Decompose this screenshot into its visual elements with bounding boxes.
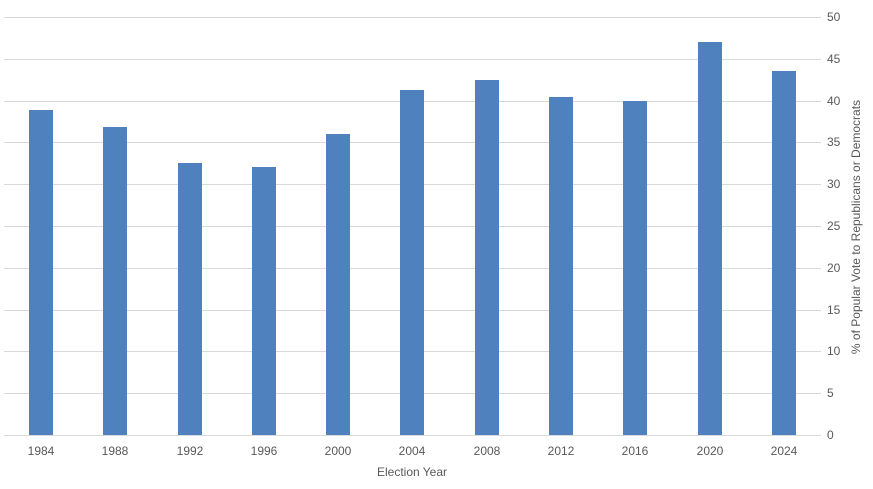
x-axis-tick-label: 1984 [27,444,55,458]
y-axis-tick-label: 10 [827,344,841,358]
bar-2020 [698,42,722,435]
y-axis-tick-label: 25 [827,219,841,233]
x-axis-tick-label: 2008 [473,444,501,458]
y-axis-tick-label: 45 [827,52,841,66]
x-axis-tick-label: 1992 [176,444,204,458]
y-axis-tick-label: 35 [827,135,841,149]
x-axis-title: Election Year [376,465,448,479]
bar-2004 [400,90,424,435]
bar-2012 [549,97,573,435]
x-axis-tick-label: 2016 [621,444,649,458]
y-axis-tick-label: 30 [827,177,841,191]
y-axis-tick-label: 5 [827,386,834,400]
y-axis-tick-label: 0 [827,428,834,442]
y-axis-tick-label: 20 [827,261,841,275]
gridline [4,59,821,60]
x-axis-tick-label: 1996 [250,444,278,458]
x-axis-tick-label: 2012 [547,444,575,458]
y-axis-tick-label: 50 [827,10,841,24]
bar-2008 [475,80,499,435]
gridline [4,435,821,436]
x-axis-tick-label: 2020 [696,444,724,458]
x-axis-tick-label: 1988 [101,444,129,458]
x-axis-tick-label: 2024 [770,444,798,458]
bar-1996 [252,167,276,435]
y-axis-tick-label: 15 [827,303,841,317]
bar-2016 [623,101,647,435]
x-axis-tick-label: 2000 [324,444,352,458]
bar-1988 [103,127,127,435]
y-axis-tick-label: 40 [827,94,841,108]
gridline [4,17,821,18]
bar-2000 [326,134,350,435]
bar-1984 [29,110,53,435]
bar-1992 [178,163,202,435]
bar-2024 [772,71,796,435]
x-axis-tick-label: 2004 [398,444,426,458]
